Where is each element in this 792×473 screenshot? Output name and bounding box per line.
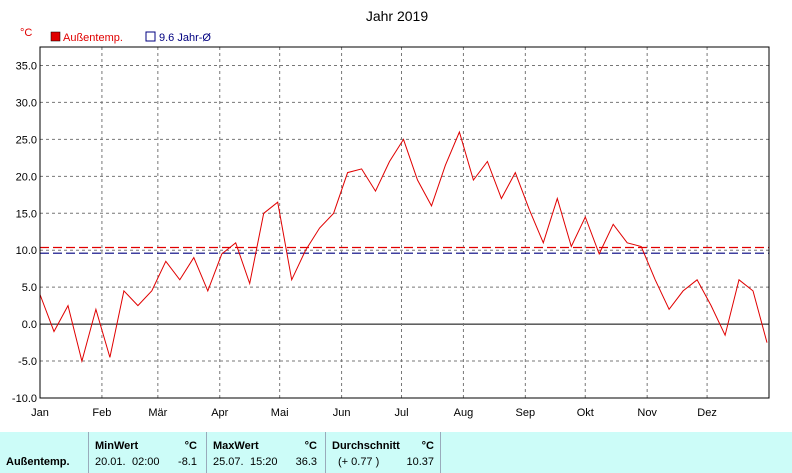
- min-time: 02:00: [132, 456, 160, 468]
- series-line-aussentemp: [39, 130, 768, 364]
- min-header: MinWert: [95, 440, 139, 452]
- x-tick-label: Jun: [333, 407, 351, 419]
- reference-lines: [40, 246, 769, 254]
- y-tick-label: 30.0: [16, 97, 37, 109]
- legend: Außentemp. 9.6 Jahr-Ø: [50, 31, 211, 44]
- avg-unit: °C: [421, 440, 434, 452]
- max-date: 25.07.: [213, 456, 244, 468]
- legend-label-jahr-avg: 9.6 Jahr-Ø: [159, 32, 211, 44]
- avg-value: 10.37: [406, 456, 434, 468]
- x-tick-label: Aug: [454, 407, 474, 419]
- x-tick-labels: Jan Feb Mär Apr Mai Jun Jul Aug Sep Okt Nov Dez: [31, 407, 717, 419]
- x-tick-label: Mai: [271, 407, 289, 419]
- min-cell: MinWert °C 20.01. 02:00 -8.1: [88, 432, 203, 473]
- x-tick-label: Jul: [394, 407, 408, 419]
- y-tick-label: 20.0: [16, 171, 37, 183]
- x-tick-label: Apr: [211, 407, 228, 419]
- max-header: MaxWert: [213, 440, 259, 452]
- y-tick-label: 5.0: [22, 282, 37, 294]
- x-tick-label: Feb: [92, 407, 111, 419]
- max-unit: °C: [304, 440, 317, 452]
- y-tick-label: 25.0: [16, 134, 37, 146]
- y-tick-label: 35.0: [16, 60, 37, 72]
- legend-swatch-aussentemp: [50, 31, 61, 42]
- y-tick-labels: 35.0 30.0 25.0 20.0 15.0 10.0 5.0 0.0 -5.0 -10.0: [12, 60, 37, 405]
- avg-delta: (+ 0.77 ): [338, 456, 380, 468]
- x-tick-label: Nov: [637, 407, 657, 419]
- max-cell: MaxWert °C 25.07. 15:20 36.3: [206, 432, 323, 473]
- y-tick-label: -10.0: [12, 393, 37, 405]
- stats-row-label: Außentemp.: [6, 456, 70, 468]
- max-value: 36.3: [295, 456, 317, 468]
- x-tick-label: Jan: [31, 407, 49, 419]
- y-tick-label: -5.0: [18, 356, 37, 368]
- y-axis-unit: °C: [20, 27, 32, 39]
- x-tick-label: Sep: [516, 407, 536, 419]
- y-tick-label: 10.0: [16, 245, 37, 257]
- legend-label-aussentemp: Außentemp.: [63, 32, 123, 44]
- max-time: 15:20: [250, 456, 278, 468]
- y-tick-label: 0.0: [22, 319, 37, 331]
- x-tick-label: Okt: [577, 407, 594, 419]
- avg-header: Durchschnitt: [332, 440, 400, 452]
- min-unit: °C: [184, 440, 197, 452]
- chart-background: [0, 0, 792, 432]
- min-value: -8.1: [178, 456, 197, 468]
- x-tick-label: Mär: [148, 407, 167, 419]
- temperature-chart: Jahr 2019 °C Außentemp. 9.6 Jahr-Ø 35.0 30…: [0, 0, 792, 432]
- chart-title: Jahr 2019: [366, 8, 428, 24]
- legend-swatch-jahr-avg: [145, 31, 156, 42]
- stats-divider: [440, 432, 441, 473]
- stats-table: Außentemp. MinWert °C 20.01. 02:00 -8.1 …: [0, 432, 792, 473]
- plot-frame: [39, 46, 770, 399]
- y-tick-label: 15.0: [16, 208, 37, 220]
- x-tick-label: Dez: [697, 407, 717, 419]
- min-date: 20.01.: [95, 456, 126, 468]
- series-layer: [39, 130, 768, 364]
- avg-cell: Durchschnitt °C (+ 0.77 ) 10.37: [325, 432, 440, 473]
